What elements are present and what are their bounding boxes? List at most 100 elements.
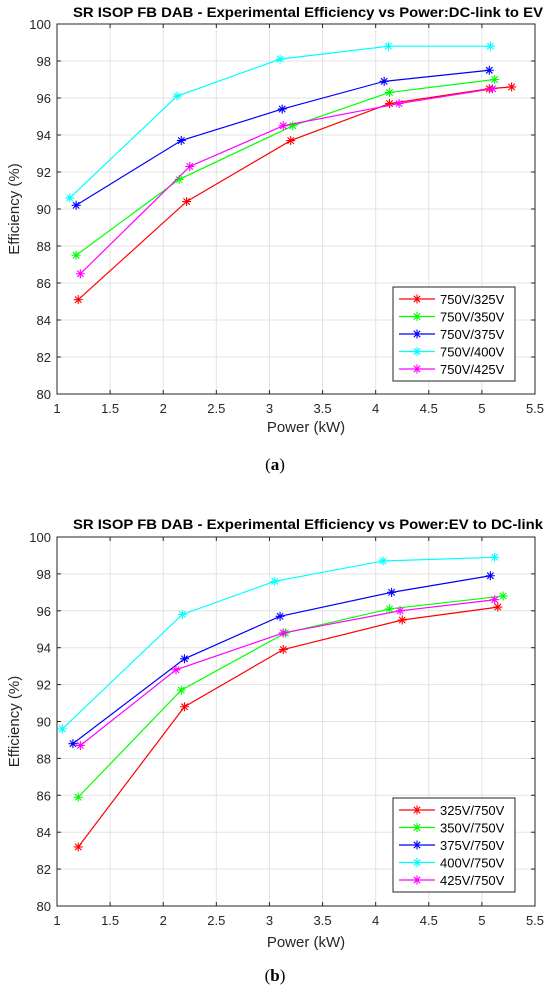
y-tick-label: 86 — [37, 276, 51, 291]
caption-b-letter: b — [270, 966, 280, 985]
y-tick-label: 100 — [29, 530, 51, 545]
y-tick-label: 94 — [37, 641, 51, 656]
x-tick-label: 5.5 — [526, 401, 544, 416]
y-tick-label: 100 — [29, 17, 51, 32]
x-tick-label: 3 — [266, 401, 273, 416]
data-point — [75, 740, 85, 750]
y-tick-label: 96 — [37, 604, 51, 619]
x-tick-label: 5 — [478, 913, 485, 928]
chart-a-svg: 1 1.5 2 2.5 3 3.5 4 4.5 5 5.5 80 82 84 86 88 90 92 94 96 98… — [6, 4, 544, 436]
chart-panel-b: 1 1.5 2 2.5 3 3.5 4 4.5 5 5.5 80 82 84 86 88 90 92 94 96 98… — [0, 497, 550, 994]
x-axis-label: Power (kW) — [267, 419, 345, 436]
y-tick-label: 84 — [37, 825, 51, 840]
x-tick-label: 4.5 — [420, 913, 438, 928]
data-point — [384, 99, 394, 109]
data-point — [73, 295, 83, 305]
chart-b-svg: 1 1.5 2 2.5 3 3.5 4 4.5 5 5.5 80 82 84 86 88 90 92 94 96 98… — [6, 516, 544, 951]
data-point — [484, 65, 494, 75]
data-point — [485, 571, 495, 581]
y-tick-label: 82 — [37, 350, 51, 365]
data-point — [73, 842, 83, 852]
data-point — [270, 576, 280, 586]
legend-label: 750V/325V — [440, 292, 505, 307]
data-point — [490, 75, 500, 84]
x-tick-label: 1.5 — [101, 401, 119, 416]
y-tick-label: 88 — [37, 239, 51, 254]
legend-marker — [412, 840, 422, 850]
y-tick-label: 92 — [37, 678, 51, 693]
data-point — [65, 193, 75, 203]
data-point — [179, 654, 189, 664]
data-point — [275, 611, 285, 621]
x-tick-label: 4 — [372, 401, 379, 416]
chart-panel-a: 1 1.5 2 2.5 3 3.5 4 4.5 5 5.5 80 82 84 86 88 90 92 94 96 98… — [6, 4, 544, 474]
data-point — [185, 161, 195, 171]
x-tick-label: 5 — [478, 401, 485, 416]
data-point — [278, 645, 288, 655]
legend-label: 375V/750V — [440, 838, 505, 853]
legend-marker — [412, 805, 422, 815]
legend-marker — [412, 823, 422, 832]
legend-label: 750V/375V — [440, 327, 505, 342]
data-point — [485, 41, 495, 51]
data-point — [387, 587, 397, 597]
x-tick-label: 1 — [53, 401, 60, 416]
y-tick-label: 80 — [37, 387, 51, 402]
data-point — [275, 54, 285, 64]
data-point — [75, 269, 85, 279]
data-point — [394, 99, 404, 109]
data-point — [488, 84, 498, 94]
y-tick-label: 96 — [37, 91, 51, 106]
data-point — [288, 121, 298, 131]
legend-marker — [412, 312, 422, 321]
data-point — [177, 609, 187, 619]
data-point — [379, 76, 389, 86]
chart-title: SR ISOP FB DAB - Experimental Efficiency… — [73, 516, 543, 532]
x-tick-label: 5.5 — [526, 913, 544, 928]
x-tick-label: 4 — [372, 913, 379, 928]
x-tick-label: 3.5 — [314, 913, 332, 928]
data-point — [507, 82, 517, 92]
legend-label: 400V/750V — [440, 856, 505, 871]
caption-b-open: ( — [264, 966, 271, 985]
data-point — [182, 197, 192, 207]
y-tick-label: 98 — [37, 54, 51, 69]
legend-marker — [412, 875, 422, 885]
legend-marker — [412, 364, 422, 374]
data-point — [286, 136, 296, 146]
data-point — [71, 200, 81, 210]
y-tick-label: 88 — [37, 751, 51, 766]
legend-marker — [412, 329, 422, 339]
x-axis-label: Power (kW) — [267, 934, 345, 951]
data-point — [57, 724, 67, 734]
legend-label: 750V/350V — [440, 310, 505, 325]
legend-marker — [412, 347, 422, 356]
data-point — [384, 87, 394, 97]
data-point — [378, 556, 388, 566]
data-point — [278, 628, 288, 638]
data-point — [397, 615, 407, 625]
caption-a-letter: a — [270, 455, 280, 474]
y-tick-label: 94 — [37, 128, 51, 143]
caption-a-close: ) — [279, 455, 285, 474]
x-tick-label: 2.5 — [207, 913, 225, 928]
caption-a-open: ( — [265, 455, 271, 474]
data-point — [395, 606, 405, 616]
y-axis-label: Efficiency (%) — [6, 676, 23, 767]
x-tick-label: 3.5 — [314, 401, 332, 416]
y-tick-label: 98 — [37, 567, 51, 582]
legend-label: 750V/425V — [440, 362, 505, 377]
data-point — [498, 591, 508, 601]
y-tick-label: 80 — [37, 899, 51, 914]
x-tick-label: 2 — [160, 401, 167, 416]
data-point — [277, 104, 287, 114]
y-tick-label: 92 — [37, 165, 51, 180]
y-tick-label: 82 — [37, 862, 51, 877]
legend-marker — [412, 294, 422, 304]
x-tick-label: 2 — [160, 913, 167, 928]
y-axis-label: Efficiency (%) — [6, 163, 23, 254]
y-tick-label: 86 — [37, 788, 51, 803]
legend-marker — [412, 858, 422, 867]
y-tick-label: 90 — [37, 715, 51, 730]
data-point — [176, 685, 186, 695]
